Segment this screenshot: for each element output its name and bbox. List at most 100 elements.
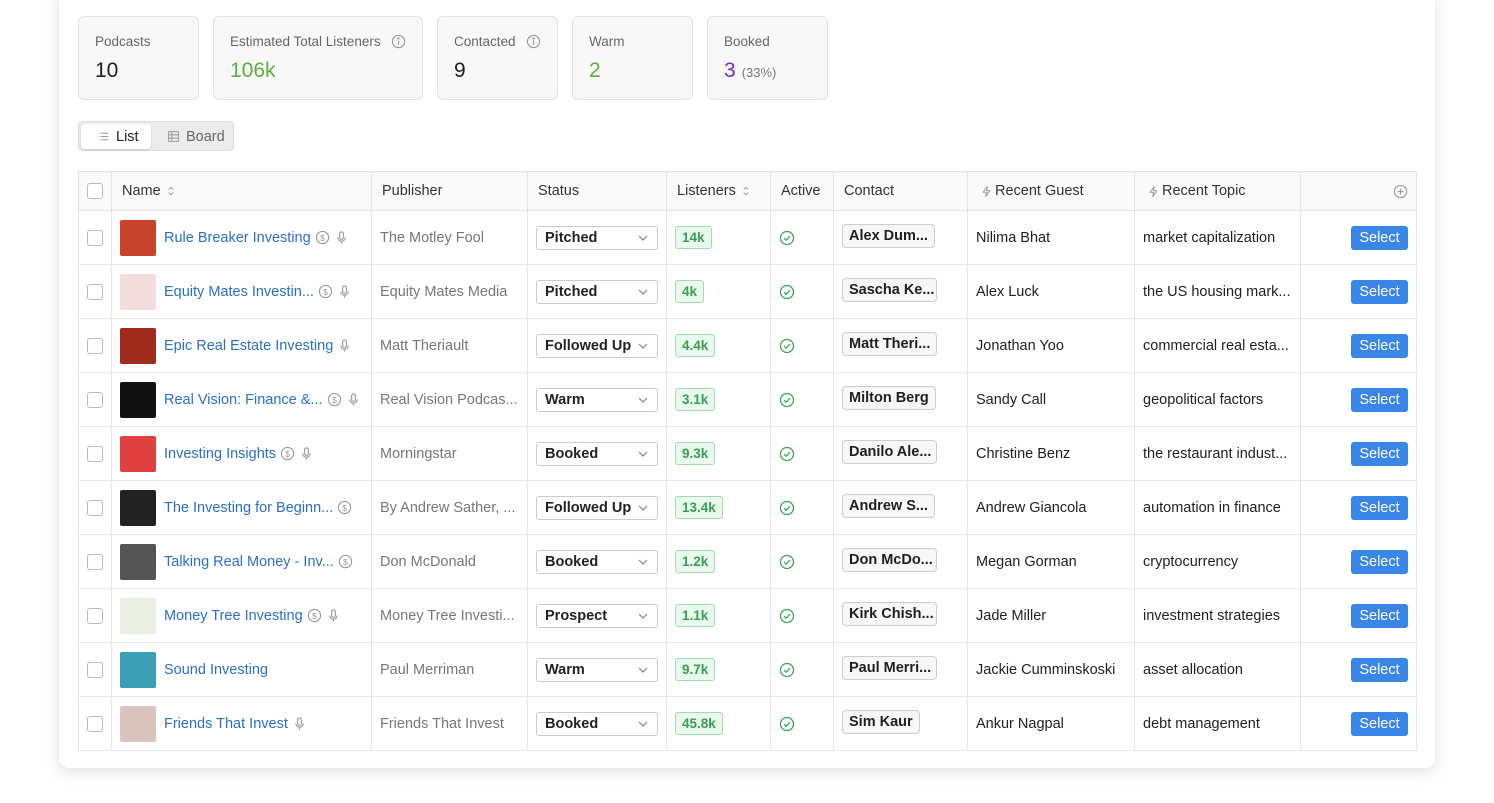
dollar-icon: $ [280,446,295,461]
publisher: Matt Theriault [380,337,469,354]
active-check [779,284,795,299]
contact-chip[interactable]: Andrew S... [842,493,935,518]
podcast-name[interactable]: The Investing for Beginn... [164,499,334,516]
name-cell: Equity Mates Investin... $ [111,264,372,319]
checkbox[interactable] [87,183,103,200]
contact-cell: Don McDo... [833,534,968,589]
row-checkbox [78,588,112,643]
contact-chip[interactable]: Sim Kaur [842,709,920,734]
action-cell: Select [1300,210,1417,265]
status-dropdown[interactable]: Followed Up [536,495,658,520]
guest-cell: Sandy Call [967,372,1135,427]
status-cell: Warm [527,372,667,427]
listeners-cell: 9.7k [666,642,771,697]
select-button[interactable]: Select [1351,441,1408,466]
select-button[interactable]: Select [1351,387,1408,412]
status-dropdown[interactable]: Prospect [536,603,658,628]
status-dropdown[interactable]: Pitched [536,279,658,304]
view-tab[interactable]: Board [151,124,237,149]
select-button[interactable]: Select [1351,711,1408,736]
row-checkbox [78,264,112,319]
podcast-name[interactable]: Investing Insights [164,445,277,462]
podcast-name[interactable]: Rule Breaker Investing [164,229,311,246]
checkbox[interactable] [87,715,103,732]
chevron [638,451,648,457]
info-icon [526,34,540,49]
publisher-cell: Real Vision Podcas... [371,372,528,427]
select-button[interactable]: Select [1351,603,1408,628]
recent-topic: geopolitical factors [1143,391,1264,408]
status-dropdown[interactable]: Pitched [536,225,658,250]
podcast-name[interactable]: Friends That Invest [164,715,288,732]
checkbox[interactable] [87,445,103,462]
row-checkbox [78,318,112,373]
podcast-name[interactable]: Real Vision: Finance &... [164,391,323,408]
column-title: Active [781,183,821,200]
podcast-name[interactable]: Money Tree Investing [164,607,303,624]
status-cell: Followed Up [527,318,667,373]
podcast-name[interactable]: Talking Real Money - Inv... [164,553,334,570]
guest-cell: Jonathan Yoo [967,318,1135,373]
select-button[interactable]: Select [1351,333,1408,358]
recent-guest: Megan Gorman [976,553,1077,570]
add-column [1300,171,1417,211]
checkbox[interactable] [87,391,103,408]
action-cell: Select [1300,264,1417,319]
publisher-cell: Friends That Invest [371,696,528,751]
stat-label: Booked [724,34,770,49]
dollar-icon: $ [338,500,352,515]
contact-chip[interactable]: Paul Merri... [842,655,937,680]
checkbox[interactable] [87,229,103,246]
view-tab[interactable]: List [81,124,151,149]
contact-cell: Milton Berg [833,372,968,427]
podcast-name[interactable]: Epic Real Estate Investing [164,337,334,354]
name-cell: Investing Insights $ [111,426,372,481]
checkbox[interactable] [87,607,103,624]
checkbox[interactable] [87,337,103,354]
podcast-name[interactable]: Equity Mates Investin... [164,283,314,300]
contact-chip[interactable]: Matt Theri... [842,331,937,356]
contact-chip[interactable]: Sascha Ke... [842,277,937,302]
status-value: Booked [545,715,599,732]
contact-chip[interactable]: Danilo Ale... [842,439,937,464]
status-dropdown[interactable]: Warm [536,387,658,412]
recent-guest: Ankur Nagpal [976,715,1064,732]
contact-chip[interactable]: Alex Dum... [842,223,935,248]
contact-chip[interactable]: Kirk Chish... [842,601,937,626]
status-dropdown[interactable]: Booked [536,441,658,466]
guest-cell: Nilima Bhat [967,210,1135,265]
status-value: Booked [545,445,599,462]
guest-cell: Jackie Cumminskoski [967,642,1135,697]
select-button[interactable]: Select [1351,495,1408,520]
contact-cell: Andrew S... [833,480,968,535]
chevron [638,289,648,295]
listeners-cell: 9.3k [666,426,771,481]
podcast-thumbnail [120,597,156,634]
recent-guest: Nilima Bhat [976,229,1051,246]
action-cell: Select [1300,480,1417,535]
recent-topic: market capitalization [1143,229,1276,246]
column-header: Listeners [666,171,771,211]
contact-chip[interactable]: Milton Berg [842,385,936,410]
podcast-name[interactable]: Sound Investing [164,661,268,678]
select-button[interactable]: Select [1351,657,1408,682]
select-button[interactable]: Select [1351,549,1408,574]
recent-topic: commercial real esta... [1143,337,1289,354]
checkbox[interactable] [87,661,103,678]
select-button[interactable]: Select [1351,225,1408,250]
checkbox[interactable] [87,283,103,300]
guest-cell: Andrew Giancola [967,480,1135,535]
status-dropdown[interactable]: Followed Up [536,333,658,358]
contact-chip[interactable]: Don McDo... [842,547,937,572]
checkbox[interactable] [87,553,103,570]
active-cell [770,426,834,481]
status-dropdown[interactable]: Warm [536,657,658,682]
select-button[interactable]: Select [1351,279,1408,304]
mic-icon [295,717,304,730]
status-dropdown[interactable]: Booked [536,549,658,574]
status-dropdown[interactable]: Booked [536,711,658,736]
mic-icon [336,231,346,244]
column-header: Recent Guest [967,171,1135,211]
status-cell: Pitched [527,210,667,265]
checkbox[interactable] [87,499,103,516]
